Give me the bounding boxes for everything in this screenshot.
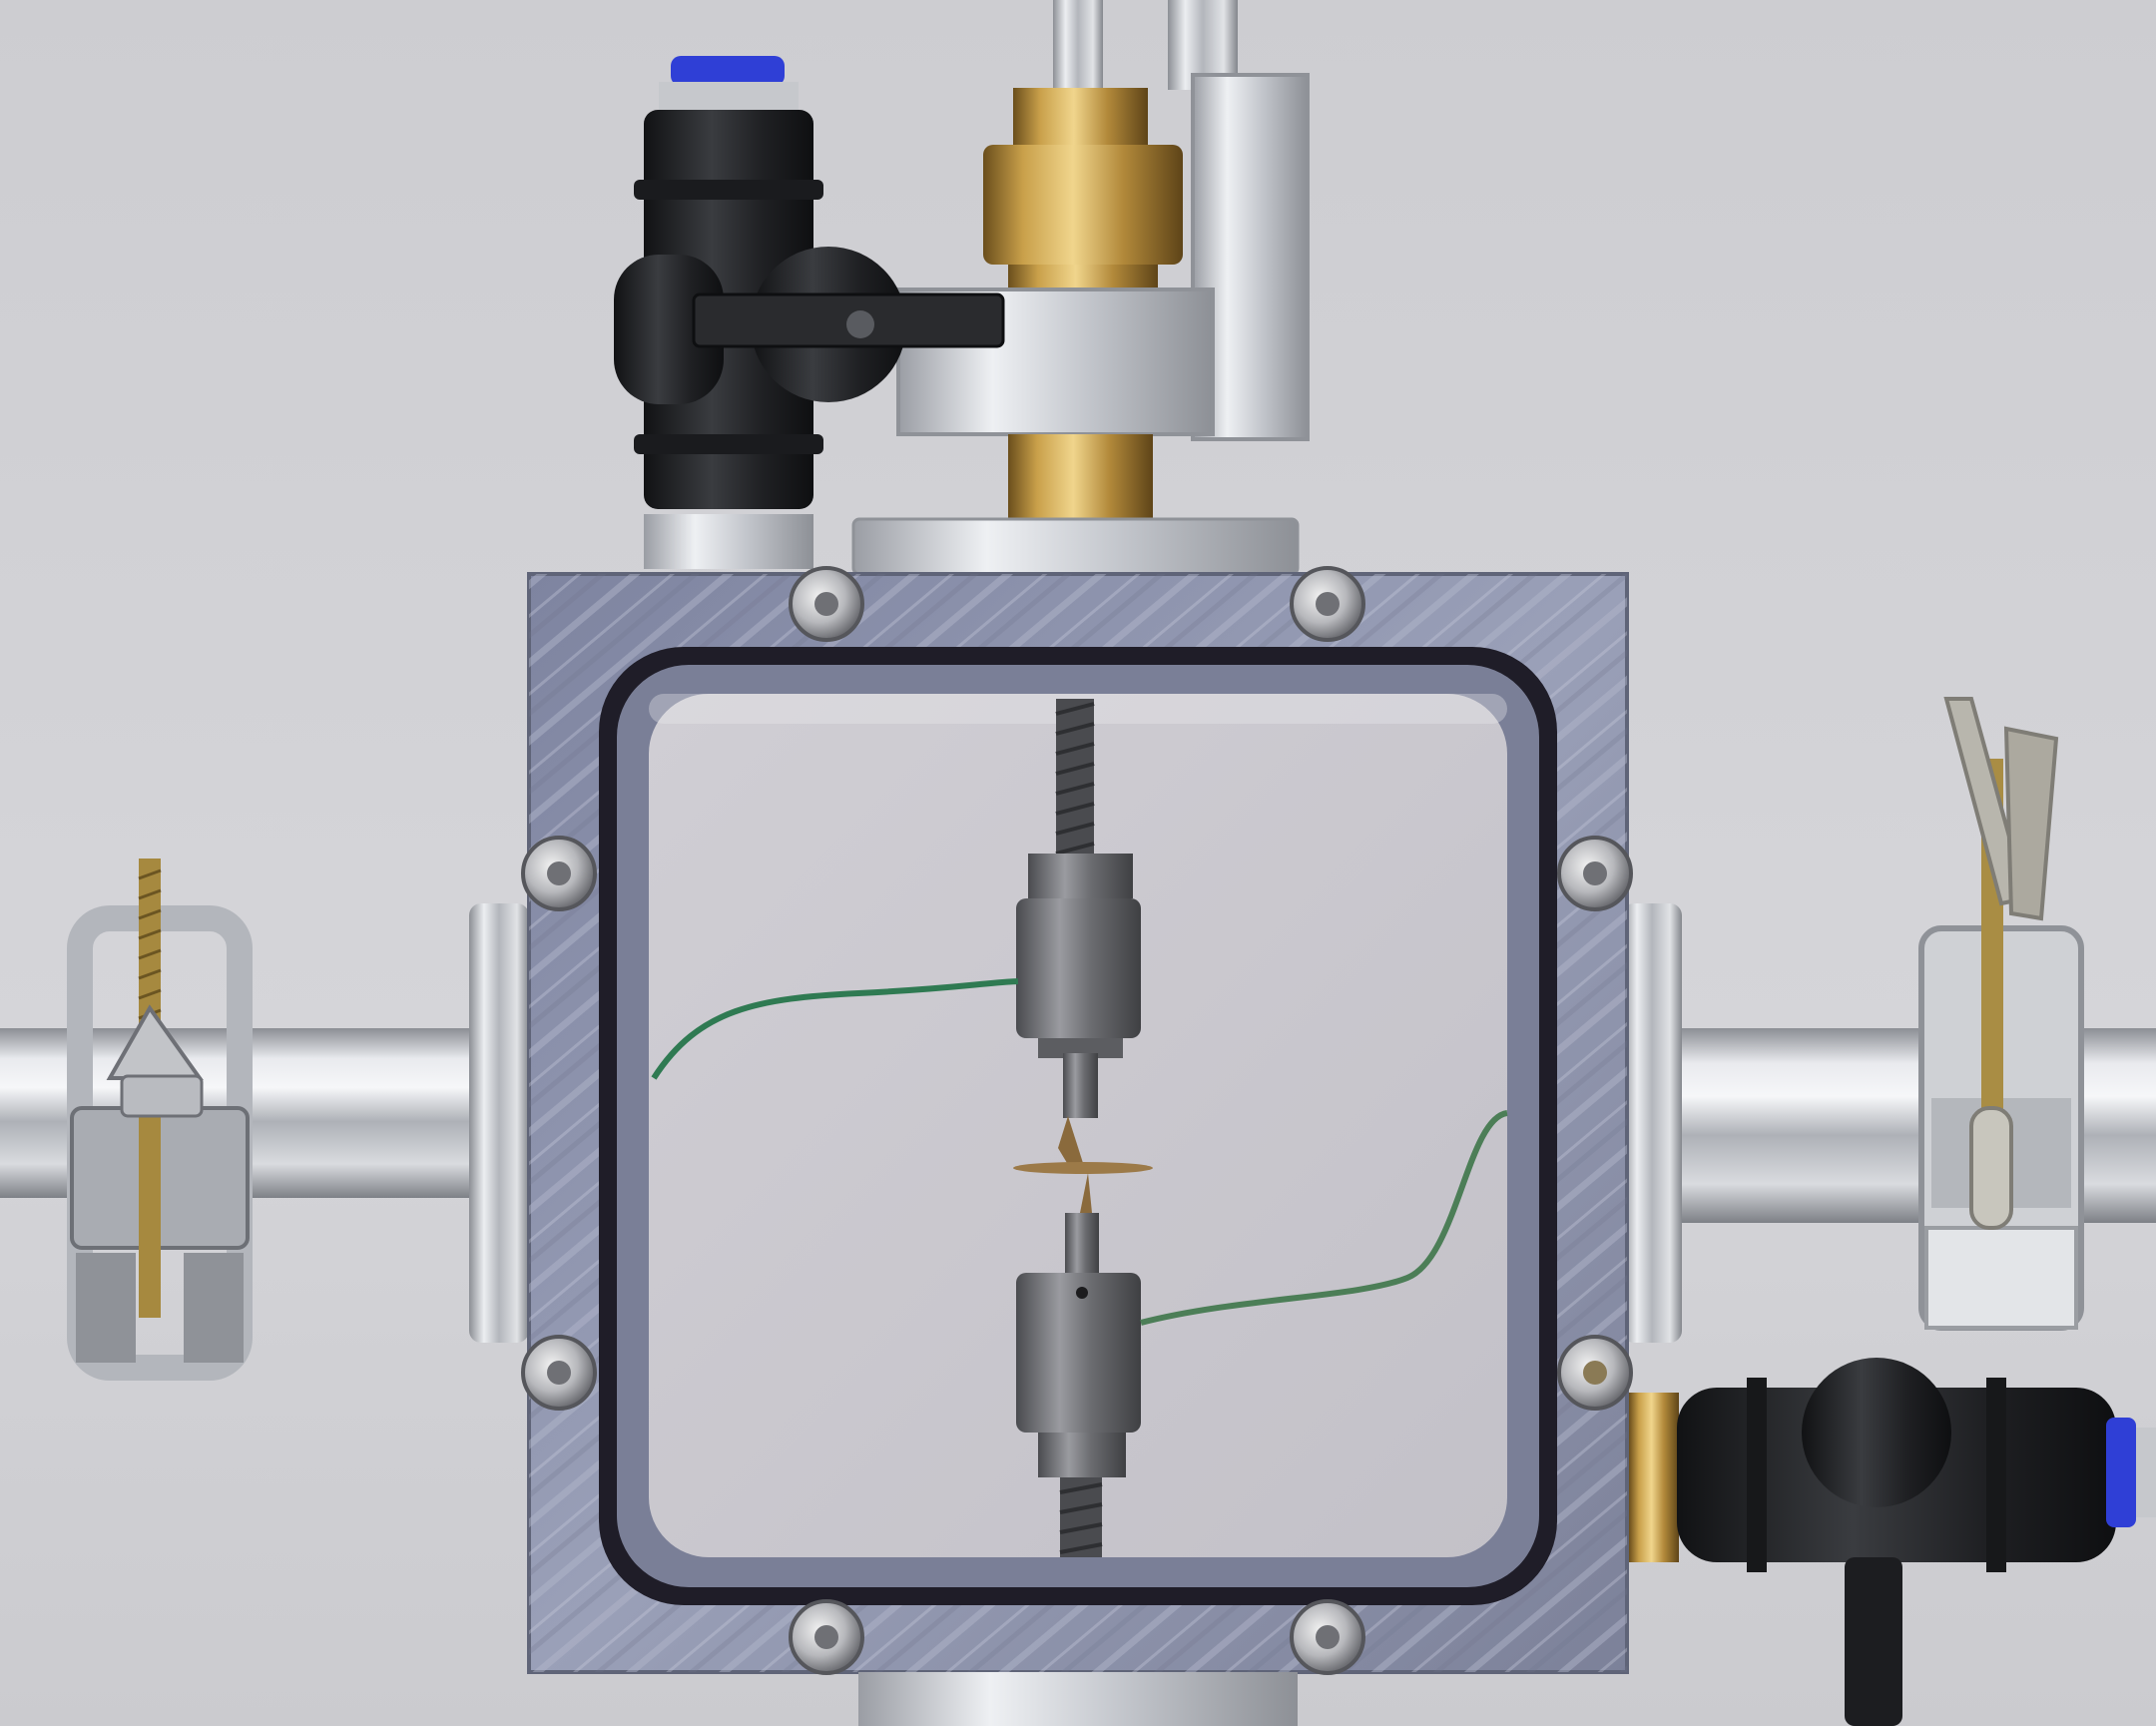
- plate-screws: [521, 566, 1633, 1675]
- blue-cap-icon: [671, 56, 785, 86]
- screw-icon: [521, 836, 597, 911]
- left-tube-clamp: [67, 859, 253, 1381]
- bottom-stem: [858, 1672, 1298, 1726]
- screw-icon: [1290, 1599, 1365, 1675]
- viewing-window: [649, 694, 1507, 1557]
- top-fitting-valve: [614, 56, 1005, 569]
- lower-electrode: [1016, 1213, 1141, 1557]
- screw-icon: [789, 566, 864, 642]
- screw-icon: [1557, 1335, 1633, 1411]
- screw-icon: [1290, 566, 1365, 642]
- chamber: [521, 566, 1633, 1675]
- upper-wire: [651, 978, 1019, 1080]
- right-tube-clamp: [1918, 697, 2084, 1331]
- bottom-right-valve: [1629, 1358, 2156, 1726]
- screw-icon: [1557, 836, 1633, 911]
- screw-icon: [789, 1599, 864, 1675]
- sample-gap: [1013, 1162, 1153, 1213]
- upper-electrode: [1016, 699, 1141, 1173]
- screw-icon: [521, 1335, 597, 1411]
- lower-wire: [1140, 1110, 1508, 1326]
- blue-cap-icon: [2106, 1418, 2136, 1527]
